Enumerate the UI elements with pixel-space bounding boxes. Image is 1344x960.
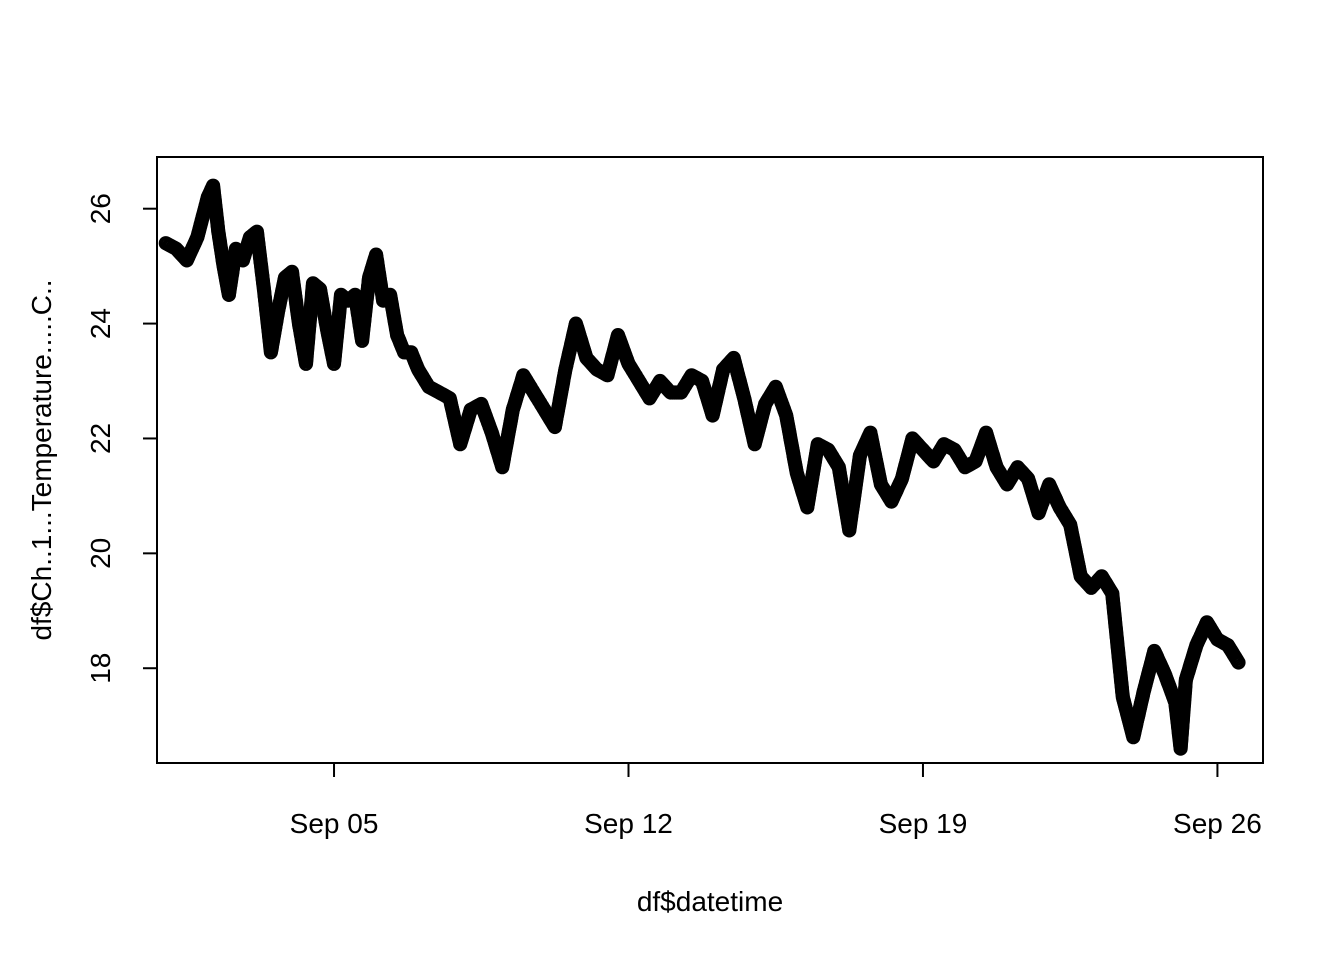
data-points	[158, 178, 1246, 756]
plot-frame	[156, 156, 1264, 764]
data-point	[1231, 655, 1246, 670]
x-tick-label: Sep 05	[290, 808, 379, 839]
x-tick-label: Sep 19	[879, 808, 968, 839]
x-axis: Sep 05 Sep 12 Sep 19 Sep 26	[290, 763, 1262, 839]
y-axis: 18 20 22 24 26	[85, 193, 158, 684]
y-tick-label: 20	[85, 538, 116, 569]
y-tick-label: 22	[85, 423, 116, 454]
x-axis-label: df$datetime	[637, 886, 783, 917]
y-tick-label: 18	[85, 653, 116, 684]
x-tick-label: Sep 12	[584, 808, 673, 839]
y-tick-label: 26	[85, 193, 116, 224]
x-tick-label: Sep 26	[1173, 808, 1262, 839]
y-axis-label: df$Ch..1...Temperature.....C..	[26, 279, 57, 640]
y-tick-label: 24	[85, 308, 116, 339]
